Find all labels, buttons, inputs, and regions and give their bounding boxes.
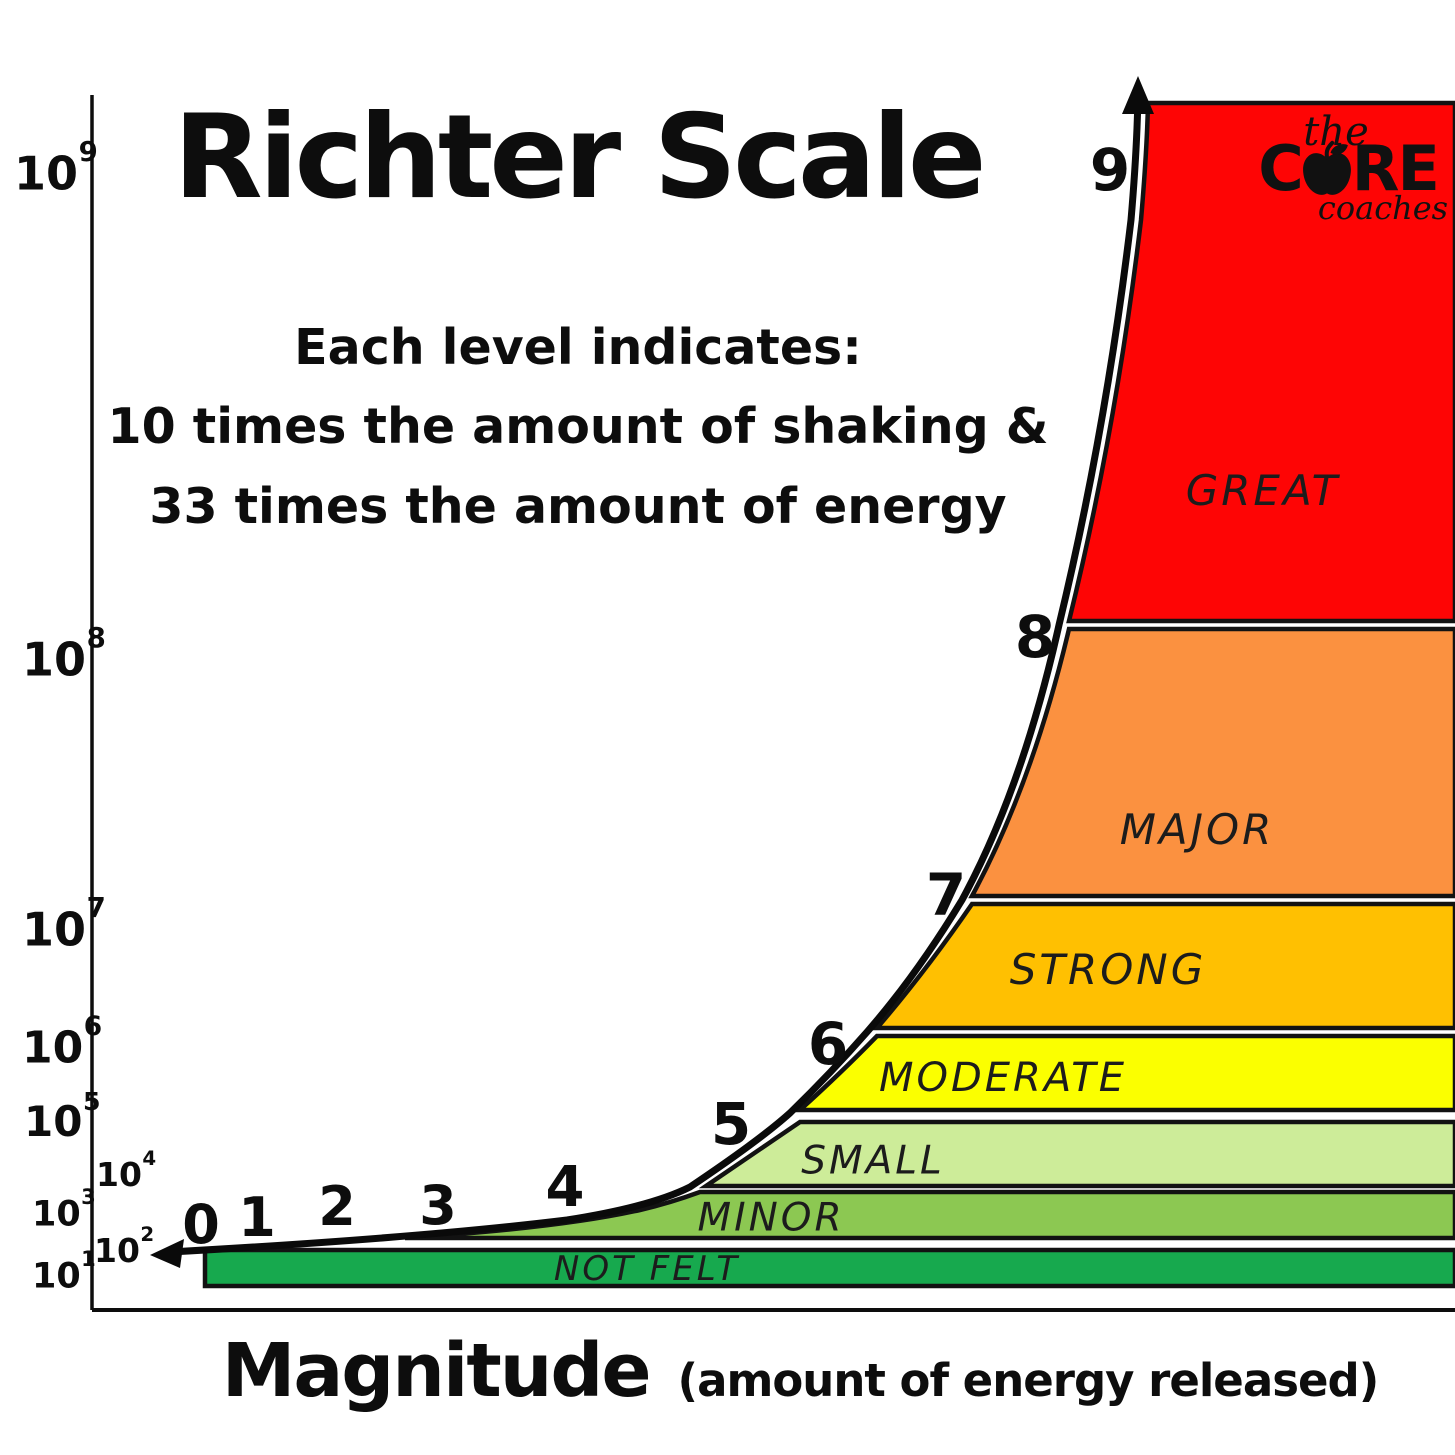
band-label-small: SMALL [801,1138,945,1184]
x-tick-1: 1 [238,1186,276,1249]
y-tick-10e6: 106 [22,1013,102,1074]
magnitude-curve [166,91,1142,1256]
x-axis-title: Magnitude (amount of energy released) [221,1328,1380,1414]
x-tick-9: 9 [1089,136,1131,204]
y-tick-base: 10 [32,1194,81,1235]
y-tick-base: 10 [24,1097,83,1146]
x-tick-2: 2 [318,1175,356,1238]
x-tick-3: 3 [419,1174,457,1237]
band-label-notfelt: NOT FELT [553,1249,741,1289]
band-label-minor: MINOR [697,1195,845,1241]
y-tick-10e2: 102 [94,1225,154,1270]
logo-core: C RE [1238,138,1455,200]
y-tick-exp: 8 [86,620,106,654]
arrow-left-icon [150,1239,184,1268]
x-tick-8: 8 [1014,603,1056,671]
subtitle-line-1: Each level indicates: [294,319,862,376]
band-label-strong: STRONG [1009,945,1207,994]
x-axis-title-sub: (amount of energy released) [677,1354,1380,1407]
band-moderate-shape [794,1033,1455,1113]
band-major-shape [968,626,1455,899]
band-notfelt-shape [202,1247,1455,1289]
y-tick-exp: 5 [82,1086,101,1116]
y-tick-exp: 3 [81,1184,96,1209]
y-tick-base: 10 [14,146,79,201]
y-tick-base: 10 [22,1022,84,1074]
logo-the: the [1303,109,1369,155]
core-coaches-logo: the C RE coaches [1238,112,1455,224]
y-tick-10e3: 103 [32,1186,96,1235]
x-tick-4: 4 [545,1155,585,1220]
y-tick-10e9: 109 [14,137,98,196]
chart-subtitle: Each level indicates: 10 times the amoun… [108,308,1049,546]
logo-coaches: coaches [1317,189,1449,227]
band-label-major: MAJOR [1119,805,1275,854]
logo-core-c: C [1258,132,1303,205]
x-tick-0: 0 [182,1193,220,1256]
y-tick-10e4: 104 [96,1149,156,1194]
y-tick-exp: 4 [142,1147,157,1171]
y-tick-10e7: 107 [22,893,106,952]
y-tick-base: 10 [96,1155,142,1194]
apple-icon [1302,140,1351,195]
y-tick-exp: 7 [86,890,106,924]
x-tick-5: 5 [710,1090,752,1158]
band-label-moderate: MODERATE [878,1055,1128,1101]
y-tick-base: 10 [32,1256,81,1297]
arrow-up-icon [1122,76,1154,114]
x-tick-7: 7 [925,861,967,929]
y-tick-10e8: 108 [22,623,106,682]
y-tick-exp: 1 [81,1246,96,1271]
y-tick-base: 10 [94,1231,140,1270]
x-tick-6: 6 [807,1010,849,1078]
y-tick-exp: 9 [78,134,98,168]
page-title: Richter Scale [173,90,986,225]
logo-core-re: RE [1351,132,1440,205]
x-axis-title-main: Magnitude [221,1328,652,1414]
y-tick-exp: 2 [140,1223,155,1247]
y-tick-exp: 6 [83,1011,103,1043]
band-great-shape [1066,100,1455,624]
band-strong-shape [872,901,1455,1031]
y-tick-10e5: 105 [24,1089,100,1146]
y-tick-base: 10 [22,902,87,957]
band-label-great: GREAT [1185,466,1341,515]
y-tick-10e1: 101 [32,1248,96,1297]
y-tick-base: 10 [22,632,87,687]
subtitle-line-2: 10 times the amount of shaking & [107,398,1049,456]
subtitle-line-3: 33 times the amount of energy [149,477,1007,535]
band-small-shape [698,1119,1455,1189]
